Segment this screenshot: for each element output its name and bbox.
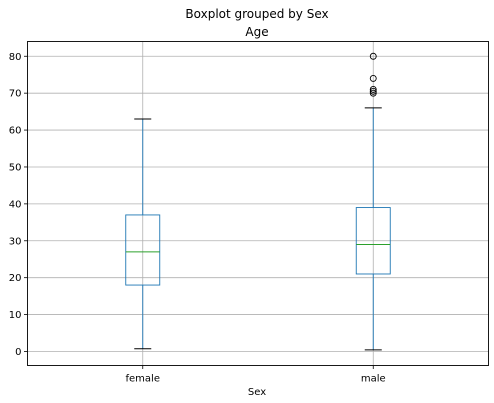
iqr-box bbox=[355, 207, 391, 275]
y-tick-label: 80 bbox=[9, 52, 22, 63]
y-tick-label: 40 bbox=[9, 199, 22, 210]
data-layer bbox=[125, 52, 391, 351]
grid-layer bbox=[27, 41, 489, 366]
y-tick-label: 0 bbox=[15, 347, 21, 358]
y-tick-label: 50 bbox=[9, 162, 22, 173]
box-male bbox=[355, 52, 391, 351]
outlier-point bbox=[369, 74, 377, 82]
x-axis-label: Sex bbox=[248, 387, 266, 398]
x-tick-label-female: female bbox=[126, 374, 160, 385]
y-tick-label: 70 bbox=[9, 89, 22, 100]
iqr-box bbox=[125, 214, 161, 286]
outlier-point bbox=[369, 87, 377, 95]
tick-layer: 0 10 20 30 40 50 60 70 80 female male bbox=[9, 52, 386, 385]
outlier-point bbox=[369, 89, 377, 97]
outlier-point bbox=[369, 86, 377, 93]
outlier-point bbox=[369, 52, 377, 60]
box-female bbox=[125, 118, 161, 350]
figure-suptitle: Boxplot grouped by Sex bbox=[185, 7, 328, 21]
y-tick-label: 10 bbox=[9, 310, 22, 321]
y-tick-label: 60 bbox=[9, 126, 22, 137]
y-tick-label: 20 bbox=[9, 273, 22, 284]
y-tick-label: 30 bbox=[9, 236, 22, 247]
chart-title: Age bbox=[245, 25, 268, 39]
x-tick-label-male: male bbox=[361, 374, 386, 385]
